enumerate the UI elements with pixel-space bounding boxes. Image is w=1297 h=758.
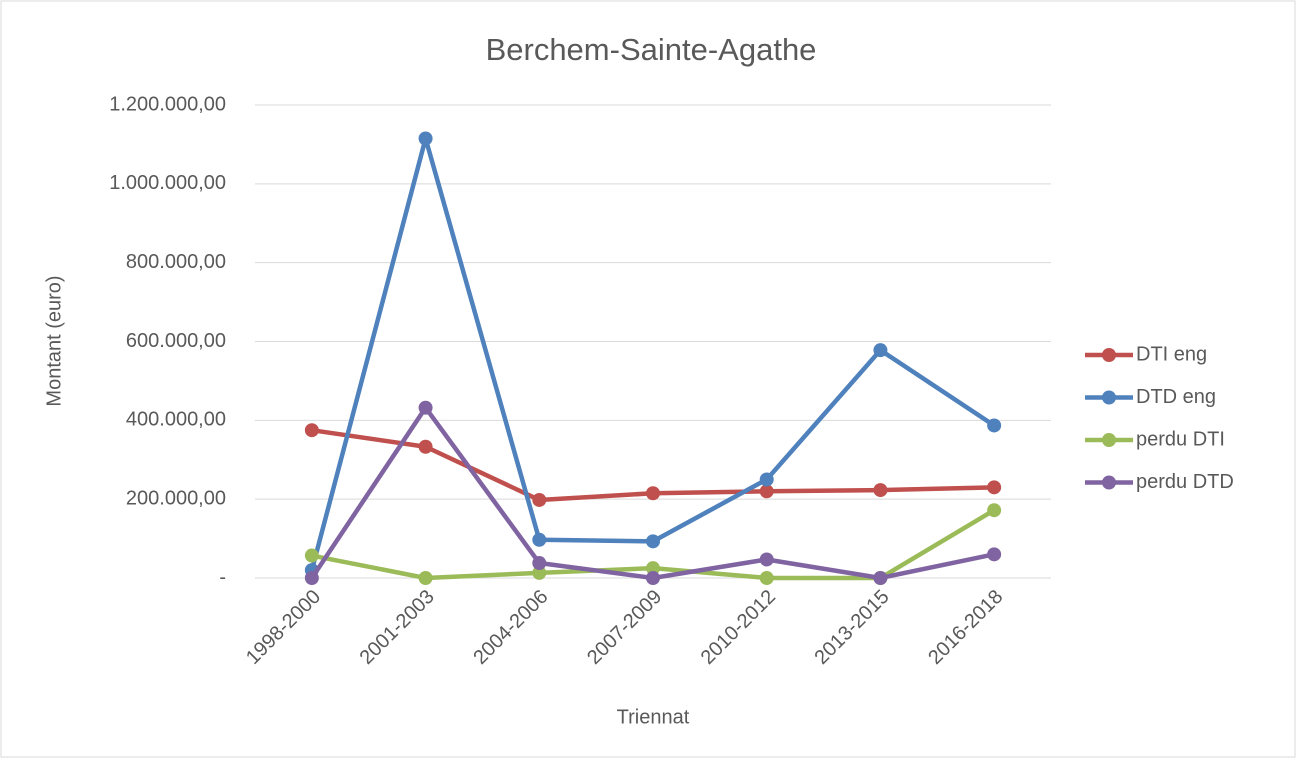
data-point xyxy=(304,548,319,563)
legend-label: perdu DTI xyxy=(1136,428,1225,450)
legend-swatch-dot xyxy=(1102,433,1116,447)
data-point xyxy=(532,565,547,580)
data-point xyxy=(873,483,888,498)
y-axis-label: Montant (euro) xyxy=(43,275,65,406)
data-point xyxy=(759,552,774,567)
y-tick-label: 600.000,00 xyxy=(126,330,226,352)
data-point xyxy=(987,480,1002,495)
data-point xyxy=(759,571,774,585)
data-point xyxy=(646,561,660,576)
data-point xyxy=(759,472,774,487)
data-point xyxy=(646,571,660,585)
chart-title: Berchem-Sainte-Agathe xyxy=(486,32,817,67)
legend-label: DTI eng xyxy=(1136,343,1207,365)
y-tick-label: 800.000,00 xyxy=(126,251,226,273)
y-tick-label: 1.200.000,00 xyxy=(109,93,226,115)
data-point xyxy=(532,556,547,571)
data-point xyxy=(987,503,1002,518)
x-axis-label: Triennat xyxy=(617,706,690,728)
data-point xyxy=(759,484,774,499)
legend-label: DTD eng xyxy=(1136,386,1216,408)
data-point xyxy=(304,423,319,438)
data-point xyxy=(646,486,660,501)
y-tick-label: - xyxy=(219,566,226,588)
data-point xyxy=(532,532,547,547)
data-point xyxy=(873,571,888,585)
legend-swatch-dot xyxy=(1102,475,1116,490)
data-point xyxy=(418,131,433,146)
data-point xyxy=(418,400,433,415)
y-tick-label: 1.000.000,00 xyxy=(109,172,226,194)
data-point xyxy=(987,418,1002,433)
data-point xyxy=(304,571,319,585)
data-point xyxy=(418,571,433,585)
legend-label: perdu DTD xyxy=(1136,471,1234,493)
data-point xyxy=(418,439,433,454)
data-point xyxy=(987,547,1002,562)
y-tick-label: 400.000,00 xyxy=(126,409,226,431)
legend-swatch-dot xyxy=(1102,390,1116,405)
data-point xyxy=(532,492,547,507)
data-point xyxy=(646,534,660,549)
y-tick-label: 200.000,00 xyxy=(126,487,226,509)
legend-swatch-dot xyxy=(1102,348,1116,362)
data-point xyxy=(873,343,888,358)
